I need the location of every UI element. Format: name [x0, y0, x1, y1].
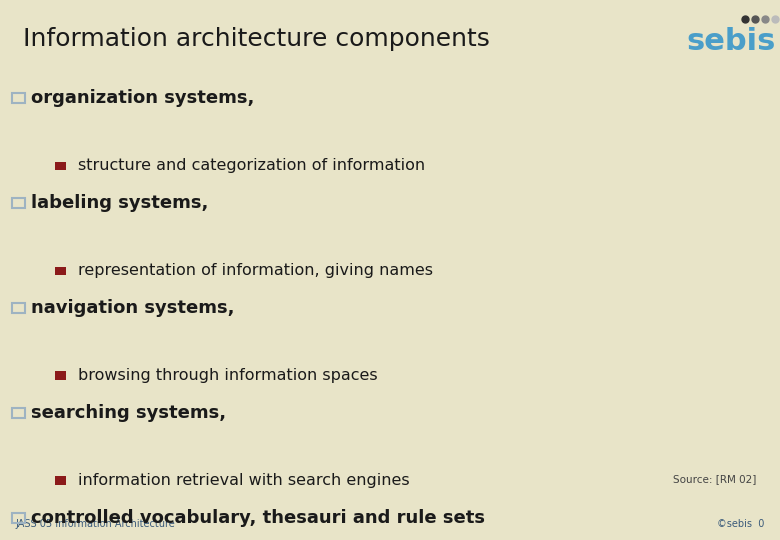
- Text: controlled vocabulary, thesauri and rule sets: controlled vocabulary, thesauri and rule…: [31, 509, 485, 527]
- Text: Information architecture components: Information architecture components: [23, 27, 491, 51]
- Text: organization systems,: organization systems,: [31, 89, 254, 107]
- Text: Source: [RM 02]: Source: [RM 02]: [673, 474, 757, 484]
- Text: browsing through information spaces: browsing through information spaces: [78, 368, 378, 383]
- Text: ©sebis  0: ©sebis 0: [717, 519, 764, 529]
- Text: sebis: sebis: [686, 28, 776, 56]
- Text: JASS 05 Information Architecture: JASS 05 Information Architecture: [16, 519, 176, 529]
- Text: labeling systems,: labeling systems,: [31, 194, 208, 212]
- Text: representation of information, giving names: representation of information, giving na…: [78, 264, 433, 279]
- Text: information retrieval with search engines: information retrieval with search engine…: [78, 474, 410, 488]
- Text: structure and categorization of information: structure and categorization of informat…: [78, 158, 425, 173]
- FancyBboxPatch shape: [55, 476, 66, 485]
- Text: navigation systems,: navigation systems,: [31, 299, 235, 317]
- FancyBboxPatch shape: [55, 161, 66, 170]
- Text: searching systems,: searching systems,: [31, 404, 226, 422]
- FancyBboxPatch shape: [55, 267, 66, 275]
- FancyBboxPatch shape: [55, 372, 66, 380]
